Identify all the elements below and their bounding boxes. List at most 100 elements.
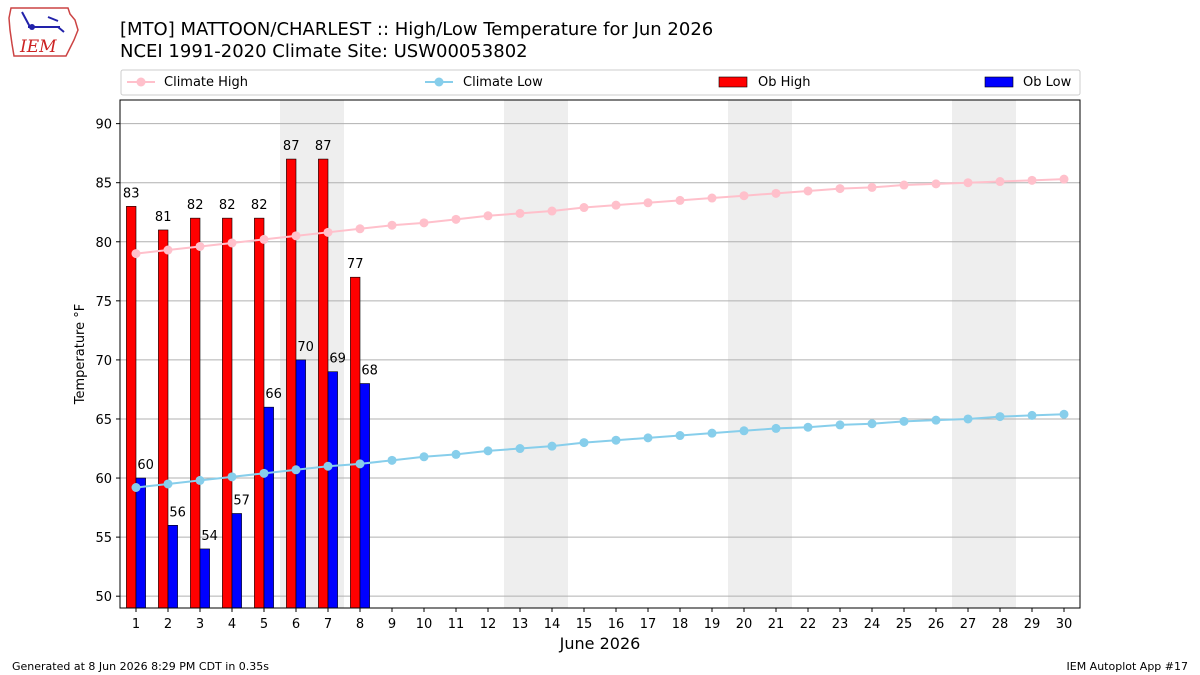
- ob-low-value-label: 66: [265, 387, 282, 402]
- iem-logo: IEM: [8, 7, 79, 57]
- ob-low-bar: [167, 525, 178, 609]
- climate-high-point: [963, 178, 973, 188]
- climate-high-point: [675, 195, 685, 205]
- climate-low-point: [643, 433, 653, 443]
- ob-high-bar: [254, 217, 265, 609]
- legend-climate-high-label: Climate High: [164, 75, 248, 90]
- ob-high-value-label: 83: [123, 186, 140, 201]
- climate-low-point: [131, 482, 141, 492]
- climate-low-line: [135, 413, 1065, 489]
- x-tick-label: 30: [1056, 617, 1073, 632]
- ob-high-bar: [222, 217, 233, 609]
- climate-high-point: [1027, 175, 1037, 185]
- climate-low-point: [963, 414, 973, 424]
- climate-low-point: [451, 449, 461, 459]
- climate-low-point: [483, 446, 493, 456]
- x-tick-label: 22: [800, 617, 817, 632]
- ob-high-value-label: 82: [219, 198, 236, 213]
- ob-low-bar: [327, 371, 338, 609]
- climate-low-point: [867, 419, 877, 429]
- x-tick-label: 8: [356, 617, 364, 632]
- legend-item-ob-low: Ob Low: [984, 75, 1072, 90]
- x-tick-label: 2: [164, 617, 172, 632]
- weekend-shade-band: [952, 100, 1016, 608]
- ob-high-bar: [318, 158, 329, 609]
- legend-ob-high-swatch: [718, 76, 748, 88]
- x-tick-label: 28: [992, 617, 1009, 632]
- plot-frame: [119, 99, 1081, 609]
- y-axis-ticks: 50 55 60 65 70 75 80 85 90: [95, 118, 120, 605]
- y-axis-label: Temperature °F: [73, 304, 88, 405]
- climate-low-point: [739, 426, 749, 436]
- climate-high-point: [483, 211, 493, 221]
- climate-low-point: [803, 422, 813, 432]
- ob-low-value-label: 69: [329, 352, 346, 367]
- x-tick-label: 23: [832, 617, 849, 632]
- ob-high-bar: [286, 158, 297, 609]
- x-tick-label: 27: [960, 617, 977, 632]
- climate-low-point: [419, 452, 429, 462]
- climate-low-point: [355, 459, 365, 469]
- x-tick-label: 6: [292, 617, 300, 632]
- climate-high-point: [195, 241, 205, 251]
- x-axis-ticks: 1 2 3 4 5 6 7 8 9 10 11 12 13 14 15 16 17 18 19 20 21 22 23 24 2…: [132, 608, 1072, 632]
- climate-low-point: [195, 475, 205, 485]
- y-tick-label: 80: [95, 236, 112, 251]
- weekend-shade-band: [728, 100, 792, 608]
- x-tick-label: 24: [864, 617, 881, 632]
- climate-high-point: [259, 234, 269, 244]
- climate-high-point: [419, 218, 429, 228]
- ob-low-value-label: 56: [169, 505, 186, 520]
- ob-high-value-label: 87: [283, 139, 300, 154]
- legend-ob-high-label: Ob High: [758, 75, 811, 90]
- x-tick-label: 1: [132, 617, 140, 632]
- climate-high-line: [135, 178, 1065, 255]
- ob-high-value-label: 82: [251, 198, 268, 213]
- y-tick-label: 85: [95, 177, 112, 192]
- x-tick-label: 4: [228, 617, 236, 632]
- y-tick-label: 60: [95, 472, 112, 487]
- ob-low-bar: [359, 383, 370, 609]
- ob-high-bar: [350, 276, 361, 609]
- climate-high-point: [931, 179, 941, 189]
- x-axis-label: June 2026: [559, 634, 641, 653]
- climate-high-point: [323, 227, 333, 237]
- climate-low-point: [579, 438, 589, 448]
- climate-high-point: [227, 238, 237, 248]
- climate-high-point: [163, 245, 173, 255]
- weekend-shading: [280, 100, 1016, 608]
- weekend-shade-band: [504, 100, 568, 608]
- ob-low-value-label: 70: [297, 340, 314, 355]
- ob-low-bar: [295, 359, 306, 609]
- climate-low-point: [771, 423, 781, 433]
- legend-item-climate-high: Climate High: [127, 75, 248, 90]
- climate-high-point: [995, 177, 1005, 187]
- y-tick-label: 50: [95, 590, 112, 605]
- legend-climate-low-marker: [434, 77, 444, 87]
- ob-high-value-label: 77: [347, 257, 364, 272]
- legend: Climate High Climate Low Ob High Ob Low: [120, 69, 1081, 96]
- climate-high-point: [451, 214, 461, 224]
- climate-low-point: [835, 420, 845, 430]
- x-tick-label: 5: [260, 617, 268, 632]
- y-tick-label: 65: [95, 413, 112, 428]
- x-tick-label: 3: [196, 617, 204, 632]
- climate-lines: [131, 174, 1069, 492]
- x-tick-label: 17: [640, 617, 657, 632]
- climate-high-point: [643, 198, 653, 208]
- climate-high-point: [803, 186, 813, 196]
- climate-low-point: [1027, 410, 1037, 420]
- climate-low-point: [995, 412, 1005, 422]
- ob-high-value-label: 81: [155, 210, 172, 225]
- y-tick-label: 90: [95, 118, 112, 133]
- climate-low-point: [611, 435, 621, 445]
- climate-low-point: [227, 472, 237, 482]
- climate-high-point: [835, 184, 845, 194]
- x-tick-label: 10: [416, 617, 433, 632]
- y-tick-label: 55: [95, 531, 112, 546]
- legend-climate-high-marker: [136, 77, 146, 87]
- bar-value-labels: 83 81 82 82 82 87 87 77 60 56 54 57 66 70 69 68: [123, 139, 378, 544]
- ob-low-bar: [135, 477, 146, 609]
- climate-high-point: [515, 208, 525, 218]
- climate-high-point: [579, 203, 589, 213]
